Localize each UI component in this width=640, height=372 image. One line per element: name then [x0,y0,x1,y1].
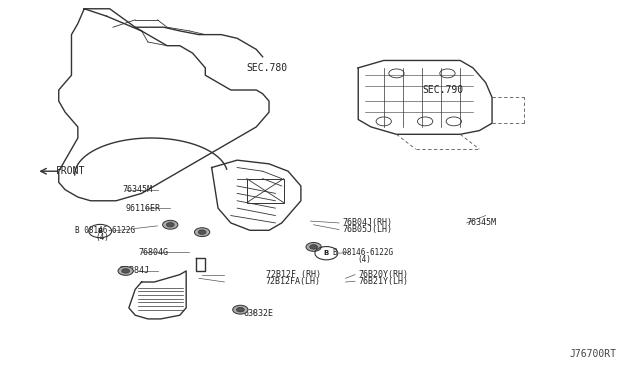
Circle shape [237,308,244,312]
Text: 76B04J(RH): 76B04J(RH) [342,218,392,227]
Text: 63832E: 63832E [244,309,273,318]
Text: (4): (4) [357,255,371,264]
Circle shape [310,245,317,249]
Text: 76B21Y(LH): 76B21Y(LH) [358,277,408,286]
Text: 76B05J(LH): 76B05J(LH) [342,225,392,234]
Text: B: B [97,228,103,234]
Circle shape [118,266,133,275]
Circle shape [166,222,174,227]
Circle shape [122,269,129,273]
Text: B: B [324,250,329,256]
Text: 76345M: 76345M [467,218,497,227]
Circle shape [163,220,178,229]
Text: 96116ER: 96116ER [125,203,161,213]
Circle shape [306,243,321,251]
Text: SEC.780: SEC.780 [246,63,288,73]
Text: B 08146-6122G: B 08146-6122G [75,226,135,235]
Text: B 08146-6122G: B 08146-6122G [333,248,393,257]
Text: 76B20Y(RH): 76B20Y(RH) [358,270,408,279]
Text: 72B12FA(LH): 72B12FA(LH) [266,278,321,286]
Circle shape [198,230,206,234]
Circle shape [195,228,210,237]
Text: SEC.790: SEC.790 [422,85,463,95]
Text: 72B12F (RH): 72B12F (RH) [266,270,321,279]
Text: 76345M: 76345M [122,185,152,194]
Text: (4): (4) [96,233,109,242]
Bar [246,179,284,203]
Text: 76804G: 76804G [138,248,168,257]
Text: J76700RT: J76700RT [570,349,616,359]
Circle shape [233,305,248,314]
Text: FRONT: FRONT [56,166,85,176]
Text: 78B84J: 78B84J [119,266,149,275]
